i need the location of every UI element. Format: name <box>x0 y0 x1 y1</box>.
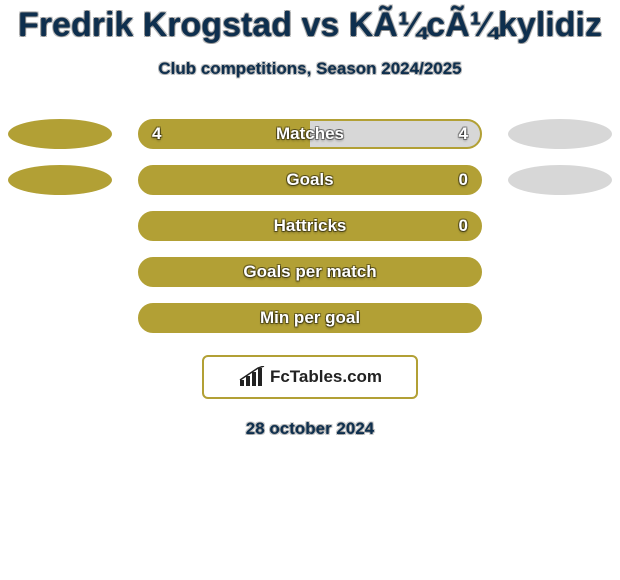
player1-ellipse <box>8 119 112 149</box>
stat-label: Hattricks <box>140 216 480 236</box>
stat-value-right: 0 <box>459 170 468 190</box>
stat-bar: Goals0 <box>138 165 482 195</box>
title-vs: vs <box>301 6 339 44</box>
brand-text: FcTables.com <box>270 367 382 387</box>
stat-bar: Hattricks0 <box>138 211 482 241</box>
stat-label: Min per goal <box>140 308 480 328</box>
brand-badge: FcTables.com <box>202 355 418 399</box>
player2-ellipse <box>508 119 612 149</box>
stat-row: Goals per match <box>0 257 620 287</box>
stat-bar: Goals per match <box>138 257 482 287</box>
stat-bar: Matches4 4 <box>138 119 482 149</box>
stat-bar: Min per goal <box>138 303 482 333</box>
stat-label: Goals <box>140 170 480 190</box>
page-title: Fredrik Krogstad vs KÃ¼cÃ¼kylidiz <box>0 0 620 45</box>
title-player1: Fredrik Krogstad <box>18 6 292 44</box>
stat-row: Goals0 <box>0 165 620 195</box>
stat-row: Hattricks0 <box>0 211 620 241</box>
bars-icon <box>238 366 266 388</box>
stat-row: Matches4 4 <box>0 119 620 149</box>
player2-ellipse <box>508 165 612 195</box>
stat-label: Goals per match <box>140 262 480 282</box>
stat-value-right: 4 <box>459 124 468 144</box>
stat-value-left: 4 <box>152 124 161 144</box>
stat-row: Min per goal <box>0 303 620 333</box>
player1-ellipse <box>8 165 112 195</box>
comparison-infographic: Fredrik Krogstad vs KÃ¼cÃ¼kylidiz Club c… <box>0 0 620 580</box>
subtitle: Club competitions, Season 2024/2025 <box>0 59 620 79</box>
stat-value-right: 0 <box>459 216 468 236</box>
title-player2: KÃ¼cÃ¼kylidiz <box>349 6 602 44</box>
date: 28 october 2024 <box>0 419 620 439</box>
stat-label: Matches <box>140 124 480 144</box>
stats-block: Matches44Goals0Hattricks0Goals per match… <box>0 119 620 333</box>
